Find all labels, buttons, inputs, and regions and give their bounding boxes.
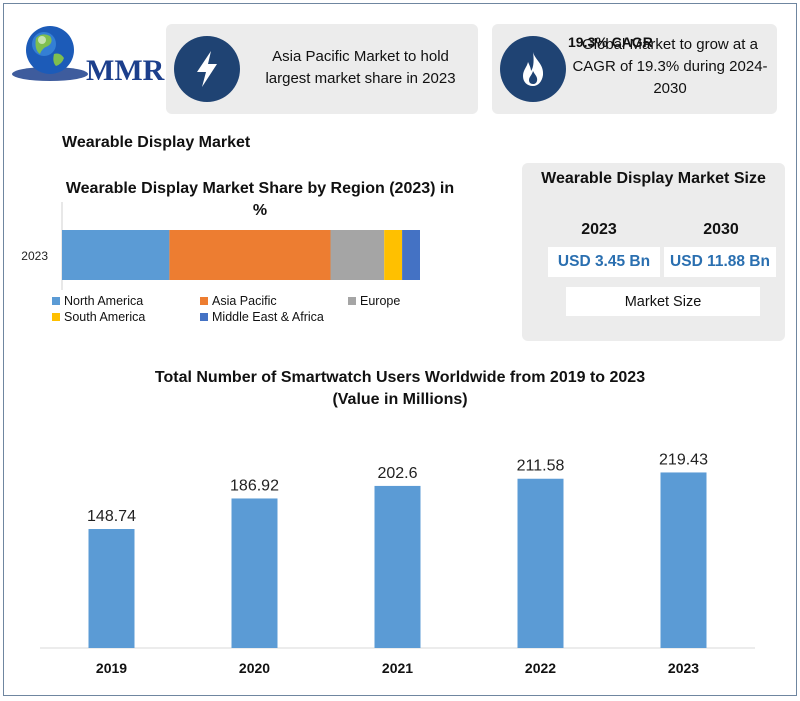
stacked-bar-chart: 2023 <box>21 202 420 290</box>
market-size-value-2030: USD 11.88 Bn <box>664 247 776 277</box>
bar-segment-south-america <box>384 230 403 280</box>
legend-swatch <box>200 313 208 321</box>
flame-icon <box>500 36 566 102</box>
legend-swatch <box>52 313 60 321</box>
legend-item-asia-pacific: Asia Pacific <box>200 294 277 308</box>
bar-2022 <box>517 478 564 648</box>
stacked-chart-title: Wearable Display Market Share by Region … <box>65 180 455 219</box>
region-highlight-text: Asia Pacific Market to hold largest mark… <box>265 48 456 87</box>
logo-text: MMR <box>86 54 165 87</box>
legend-label: South America <box>64 310 146 324</box>
legend-swatch <box>348 297 356 305</box>
cagr-card: Global Market to grow at a CAGR of 19.3%… <box>492 24 777 114</box>
smartwatch-users-bar-chart: 148.74 2019 186.92 2020 202.6 2021 211.58 2022 2… <box>40 451 755 676</box>
company-logo: MMR <box>10 20 164 90</box>
market-size-title: Wearable Display Market Size <box>541 170 766 187</box>
data-label-2023: 219.43 <box>659 451 708 468</box>
bar-chart-title-line: Total Number of Smartwatch Users Worldwi… <box>154 369 646 386</box>
tick-label-2020: 2020 <box>239 660 270 676</box>
data-label-2021: 202.6 <box>377 465 417 482</box>
market-size-card: Wearable Display Market Size 2023 2030 U… <box>522 163 785 341</box>
legend-label: Middle East & Africa <box>212 310 324 324</box>
legend-item-middle-east-and-africa: Middle East & Africa <box>200 310 324 324</box>
legend-label: North America <box>64 294 144 308</box>
legend-item-north-america: North America <box>52 294 143 308</box>
legend-item-europe: Europe <box>348 294 400 308</box>
market-size-year-2030: 2030 <box>703 221 739 238</box>
tick-label-2022: 2022 <box>525 660 556 676</box>
data-label-2020: 186.92 <box>230 477 279 494</box>
globe-icon <box>12 26 88 81</box>
bar-segment-europe <box>330 230 385 280</box>
legend-label: Asia Pacific <box>212 294 277 308</box>
tick-label-2023: 2023 <box>668 660 699 676</box>
data-label-2019: 148.74 <box>87 508 136 525</box>
section-title: Wearable Display Market <box>62 134 251 151</box>
bar-segment-north-america <box>62 230 170 280</box>
legend-swatch <box>52 297 60 305</box>
cagr-text: Global Market to grow at a CAGR of 19.3%… <box>572 36 768 97</box>
bar-chart-subtitle: (Value in Millions) <box>332 391 468 408</box>
bar-2023 <box>660 472 707 648</box>
bar-2020 <box>231 498 278 648</box>
cagr-title: 19.3% CAGR <box>568 34 653 50</box>
legend-swatch <box>200 297 208 305</box>
bar-chart-title: Total Number of Smartwatch Users Worldwi… <box>100 367 700 411</box>
legend-label: Europe <box>360 294 401 308</box>
infographic-frame <box>3 3 797 696</box>
tick-label-2021: 2021 <box>382 660 413 676</box>
market-size-value-2023: USD 3.45 Bn <box>548 247 660 277</box>
lightning-bolt-icon <box>174 36 240 102</box>
bar-segment-middle-east-and-africa <box>402 230 420 280</box>
market-size-year-2023: 2023 <box>581 221 617 238</box>
bar-segment-asia-pacific <box>169 230 331 280</box>
category-label: 2023 <box>21 249 48 263</box>
legend-item-south-america: South America <box>52 310 145 324</box>
market-size-label: Market Size <box>566 287 760 316</box>
bar-2021 <box>374 485 421 648</box>
tick-label-2019: 2019 <box>96 660 127 676</box>
region-highlight-card: Asia Pacific Market to hold largest mark… <box>166 24 478 114</box>
data-label-2022: 211.58 <box>517 458 565 475</box>
bar-2019 <box>88 529 135 648</box>
